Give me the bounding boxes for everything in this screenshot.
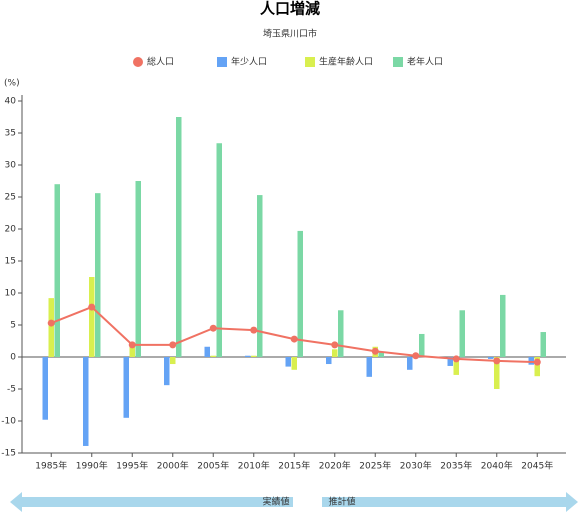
bar bbox=[129, 344, 135, 357]
x-tick-label: 2030年 bbox=[400, 460, 432, 472]
bar bbox=[164, 357, 170, 386]
bar bbox=[500, 294, 506, 357]
bar bbox=[338, 310, 344, 357]
y-tick-label: -15 bbox=[1, 449, 16, 459]
bar bbox=[366, 357, 372, 377]
bar bbox=[326, 357, 332, 365]
legend-marker bbox=[393, 57, 403, 67]
future-label: 推計値 bbox=[328, 496, 355, 508]
bar bbox=[488, 357, 494, 359]
y-axis-label: (%) bbox=[4, 79, 20, 89]
x-tick-label: 2020年 bbox=[319, 460, 351, 472]
bar bbox=[407, 357, 413, 370]
legend-marker bbox=[217, 57, 227, 67]
x-tick-label: 2025年 bbox=[359, 460, 391, 472]
chart-subtitle: 埼玉県川口市 bbox=[263, 28, 317, 40]
bar bbox=[540, 332, 546, 357]
point bbox=[250, 326, 258, 334]
legend-marker bbox=[305, 57, 315, 67]
bar bbox=[291, 357, 297, 370]
bar bbox=[54, 184, 60, 357]
y-tick-label: 15 bbox=[5, 257, 16, 267]
bar bbox=[170, 357, 176, 365]
bar bbox=[332, 349, 338, 357]
bar bbox=[285, 357, 291, 367]
legend-label: 総人口 bbox=[147, 56, 174, 68]
bar bbox=[494, 357, 500, 389]
legend-label: 生産年齢人口 bbox=[319, 56, 373, 68]
bar bbox=[123, 357, 129, 418]
bar bbox=[251, 355, 257, 357]
bar bbox=[95, 193, 101, 357]
x-tick-label: 1995年 bbox=[116, 460, 148, 472]
bar bbox=[534, 357, 540, 377]
future-arrow bbox=[322, 492, 578, 512]
bar bbox=[42, 357, 48, 420]
x-tick-label: 2035年 bbox=[440, 460, 472, 472]
legend-label: 年少人口 bbox=[231, 56, 267, 68]
bar bbox=[89, 277, 95, 357]
x-tick-label: 2010年 bbox=[238, 460, 270, 472]
x-tick-label: 1990年 bbox=[76, 460, 108, 472]
chart-title: 人口増減 bbox=[260, 0, 320, 18]
bar bbox=[48, 298, 54, 357]
legend-marker bbox=[133, 57, 143, 67]
y-tick-label: 35 bbox=[5, 129, 16, 139]
bar bbox=[528, 357, 534, 365]
y-tick-label: 30 bbox=[5, 161, 17, 171]
bar bbox=[459, 310, 465, 357]
x-tick-label: 2040年 bbox=[481, 460, 513, 472]
point bbox=[88, 303, 96, 311]
point bbox=[412, 352, 420, 360]
x-tick-label: 2015年 bbox=[278, 460, 310, 472]
y-tick-label: 10 bbox=[5, 289, 17, 299]
bar bbox=[257, 195, 263, 357]
bar bbox=[135, 181, 141, 357]
point bbox=[493, 357, 501, 365]
bar bbox=[453, 357, 459, 375]
x-tick-label: 2000年 bbox=[157, 460, 189, 472]
bar bbox=[216, 143, 222, 357]
bar bbox=[210, 355, 216, 357]
point bbox=[290, 335, 298, 343]
y-tick-label: -5 bbox=[7, 385, 16, 395]
legend-label: 老年人口 bbox=[407, 56, 443, 68]
bar bbox=[378, 351, 384, 357]
point bbox=[452, 355, 460, 363]
point bbox=[331, 341, 339, 349]
y-tick-label: 40 bbox=[5, 97, 17, 107]
y-tick-label: -10 bbox=[1, 417, 16, 427]
x-tick-label: 2045年 bbox=[521, 460, 553, 472]
point bbox=[169, 341, 177, 349]
x-tick-label: 2005年 bbox=[197, 460, 229, 472]
bar bbox=[204, 346, 210, 357]
point bbox=[47, 319, 55, 327]
bar bbox=[419, 333, 425, 357]
bar bbox=[245, 355, 251, 357]
bar bbox=[447, 357, 453, 366]
past-label: 実績値 bbox=[262, 496, 289, 508]
point bbox=[371, 347, 379, 355]
past-arrow bbox=[10, 492, 293, 512]
bar bbox=[297, 230, 303, 357]
bar bbox=[83, 357, 89, 446]
bar bbox=[176, 117, 182, 357]
point bbox=[209, 324, 217, 332]
y-tick-label: 0 bbox=[10, 353, 16, 363]
y-tick-label: 20 bbox=[5, 225, 17, 235]
point bbox=[533, 358, 541, 366]
x-tick-label: 1985年 bbox=[35, 460, 67, 472]
y-tick-label: 25 bbox=[5, 193, 16, 203]
y-tick-label: 5 bbox=[10, 321, 16, 331]
point bbox=[128, 341, 136, 349]
